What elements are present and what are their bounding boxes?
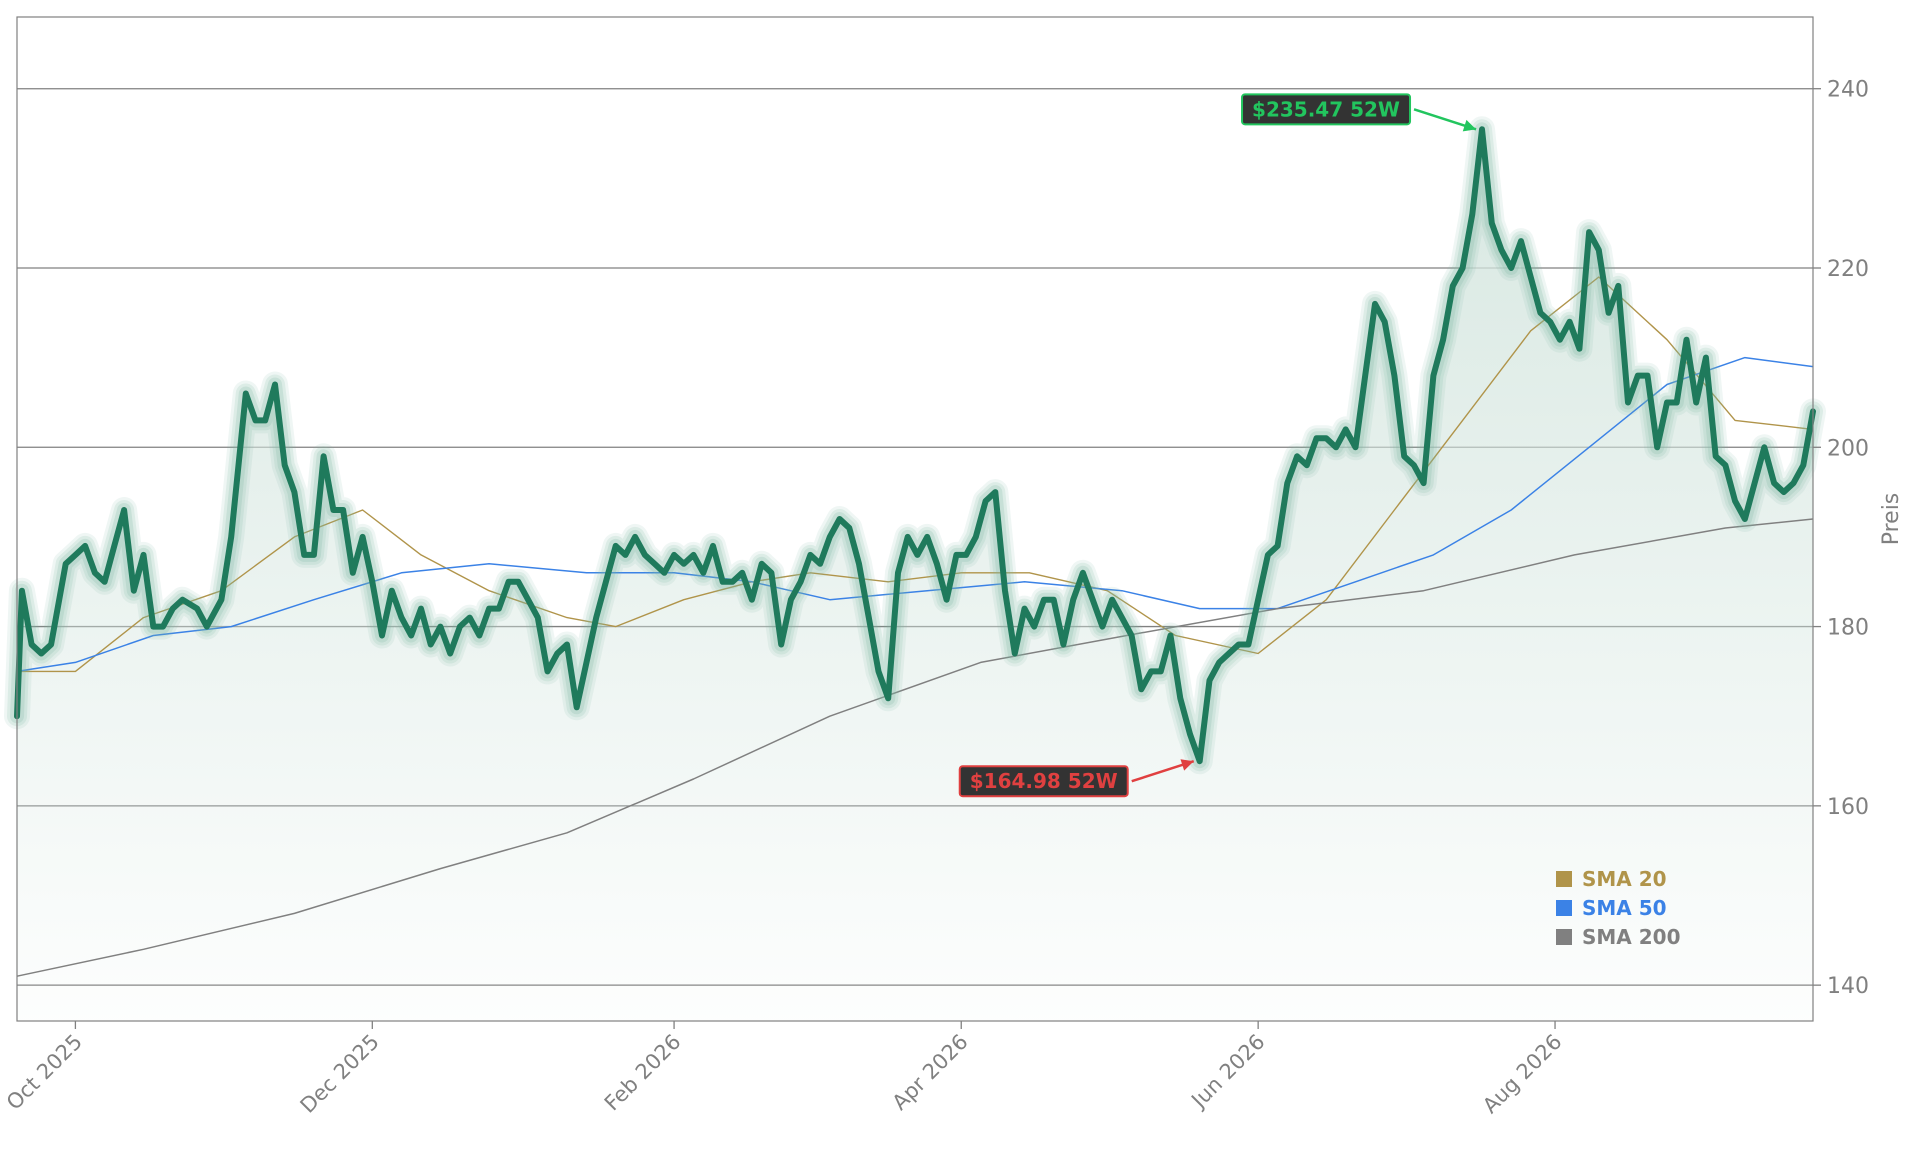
price-line-group [4,116,1826,775]
legend-label: SMA 50 [1582,896,1667,920]
legend-swatch [1556,900,1572,916]
price-area [17,129,1813,1022]
annotation-arrowhead [1462,119,1477,132]
legend-label: SMA 200 [1582,925,1681,949]
y-tick-label: 240 [1827,78,1869,103]
low-annotation: $164.98 52W [958,759,1195,798]
price-line [14,126,1816,765]
legend: SMA 20 SMA 50 SMA 200 [1556,867,1681,949]
y-axis: 140 160 180 200 220 240 [1813,78,1869,999]
annotation-label: $164.98 52W [970,769,1118,793]
y-tick-label: 140 [1827,974,1869,999]
sma50-line [16,356,1814,673]
y-tick-label: 220 [1827,257,1869,282]
x-tick-label: Oct 2025 [2,1030,87,1115]
high-annotation: $235.47 52W [1241,93,1477,132]
legend-label: SMA 20 [1582,867,1667,891]
y-tick-label: 160 [1827,795,1869,820]
y-tick-label: 180 [1827,616,1869,641]
annotation-label: $235.47 52W [1252,97,1400,121]
y-axis-label: Preis [1879,493,1904,546]
legend-swatch [1556,871,1572,887]
annotation-box [958,765,1129,798]
annotation-arrowhead [1180,759,1194,771]
annotation-box [1241,93,1412,126]
x-tick-label: Feb 2026 [600,1030,686,1116]
x-tick-label: Dec 2025 [296,1030,384,1118]
x-tick-label: Aug 2026 [1478,1030,1566,1118]
x-tick-label: Jun 2026 [1186,1030,1270,1114]
x-axis: Oct 2025 Dec 2025 Feb 2026 Apr 2026 Jun 2026… [2,1021,1567,1118]
extreme-annotations: $235.47 52W $164.98 52W [958,93,1477,798]
legend-swatch [1556,929,1572,945]
sma200-line [16,518,1814,977]
plot-frame [16,16,1814,1022]
price-area-fill [17,129,1813,1022]
x-tick-label: Apr 2026 [888,1030,973,1115]
y-tick-label: 200 [1827,436,1869,461]
